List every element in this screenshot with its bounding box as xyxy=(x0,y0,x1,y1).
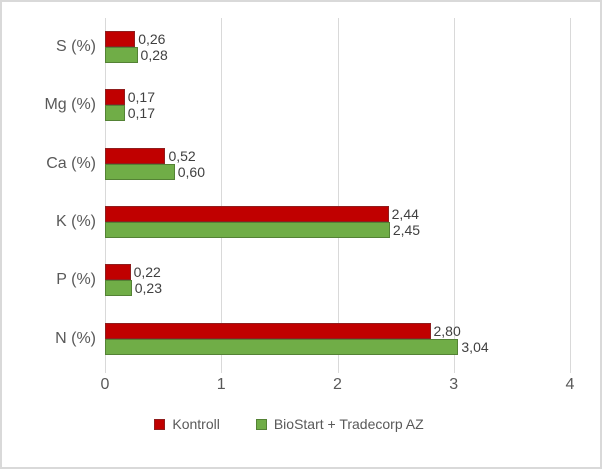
data-label: 0,17 xyxy=(127,89,155,106)
data-label: 0,28 xyxy=(140,47,168,64)
gridline-0 xyxy=(105,18,106,373)
bar-biostart-tradecorp-az-p[interactable]: 0,23 xyxy=(105,280,162,297)
legend-swatch-kontroll xyxy=(154,418,166,430)
legend-item-biostart-tradecorp-az[interactable]: BioStart + Tradecorp AZ xyxy=(255,416,424,432)
bar-kontroll-k[interactable]: 2,44 xyxy=(105,206,419,223)
data-label: 0,26 xyxy=(138,31,166,48)
data-label: 0,52 xyxy=(168,147,196,164)
category-label-n: N (%) xyxy=(55,329,96,347)
bar-biostart-tradecorp-az-k[interactable]: 2,45 xyxy=(105,222,420,239)
bar-biostart-tradecorp-az-n[interactable]: 3,04 xyxy=(105,338,489,355)
x-tick-label-3: 3 xyxy=(449,376,459,393)
category-label-mg: Mg (%) xyxy=(44,96,96,114)
bar-group-s: 0,26 0,28 xyxy=(105,18,570,76)
bar-group-mg: 0,17 0,17 xyxy=(105,76,570,134)
bar-kontroll-mg[interactable]: 0,17 xyxy=(105,89,155,106)
plot-area: 0,26 0,28 0,17 0,17 0,52 0,60 2,44 2,45 0,22 0,23… xyxy=(105,18,571,373)
bar-biostart-tradecorp-az-s[interactable]: 0,28 xyxy=(105,47,168,64)
bar-kontroll-ca[interactable]: 0,52 xyxy=(105,147,196,164)
bar-kontroll-s[interactable]: 0,26 xyxy=(105,31,165,48)
legend-item-kontroll[interactable]: Kontroll xyxy=(154,416,220,432)
category-label-ca: Ca (%) xyxy=(46,154,96,172)
bar-group-n: 2,80 3,04 xyxy=(105,310,570,368)
data-label: 2,45 xyxy=(392,222,421,239)
bar-group-k: 2,44 2,45 xyxy=(105,193,570,251)
category-label-k: K (%) xyxy=(56,213,96,231)
bar-group-ca: 0,52 0,60 xyxy=(105,135,570,193)
data-label: 0,22 xyxy=(133,264,161,281)
bar-biostart-tradecorp-az-ca[interactable]: 0,60 xyxy=(105,163,205,180)
data-label: 2,80 xyxy=(433,322,461,339)
legend-label: BioStart + Tradecorp AZ xyxy=(273,416,424,432)
data-label: 3,04 xyxy=(461,338,489,355)
bar-kontroll-p[interactable]: 0,22 xyxy=(105,264,161,281)
x-axis: 0 1 2 3 4 xyxy=(101,368,575,398)
legend-label: Kontroll xyxy=(172,416,220,432)
x-tick-label-0: 0 xyxy=(100,376,110,393)
gridline-4 xyxy=(570,18,571,373)
category-label-s: S (%) xyxy=(56,38,96,56)
bar-group-p: 0,22 0,23 xyxy=(105,251,570,309)
legend-swatch-biostart-tradecorp-az xyxy=(255,418,267,430)
plot-region: S (%) Mg (%) Ca (%) K (%) P (%) N (%) 0,26 0,2… xyxy=(2,18,576,373)
x-tick-label-4: 4 xyxy=(565,376,575,393)
data-label: 0,17 xyxy=(127,105,155,122)
x-tick-label-2: 2 xyxy=(333,376,342,393)
x-tick-label-1: 1 xyxy=(216,376,226,393)
gridline-3 xyxy=(453,18,455,373)
legend: Kontroll BioStart + Tradecorp AZ xyxy=(2,416,576,432)
category-label-p: P (%) xyxy=(56,271,96,289)
category-axis: S (%) Mg (%) Ca (%) K (%) P (%) N (%) xyxy=(2,18,105,368)
bar-kontroll-n[interactable]: 2,80 xyxy=(105,322,461,339)
data-label: 0,60 xyxy=(177,163,205,180)
data-label: 2,44 xyxy=(391,206,419,223)
data-label: 0,23 xyxy=(134,280,162,297)
bar-biostart-tradecorp-az-mg[interactable]: 0,17 xyxy=(105,105,155,122)
gridline-1 xyxy=(221,18,223,373)
gridline-2 xyxy=(337,18,339,373)
